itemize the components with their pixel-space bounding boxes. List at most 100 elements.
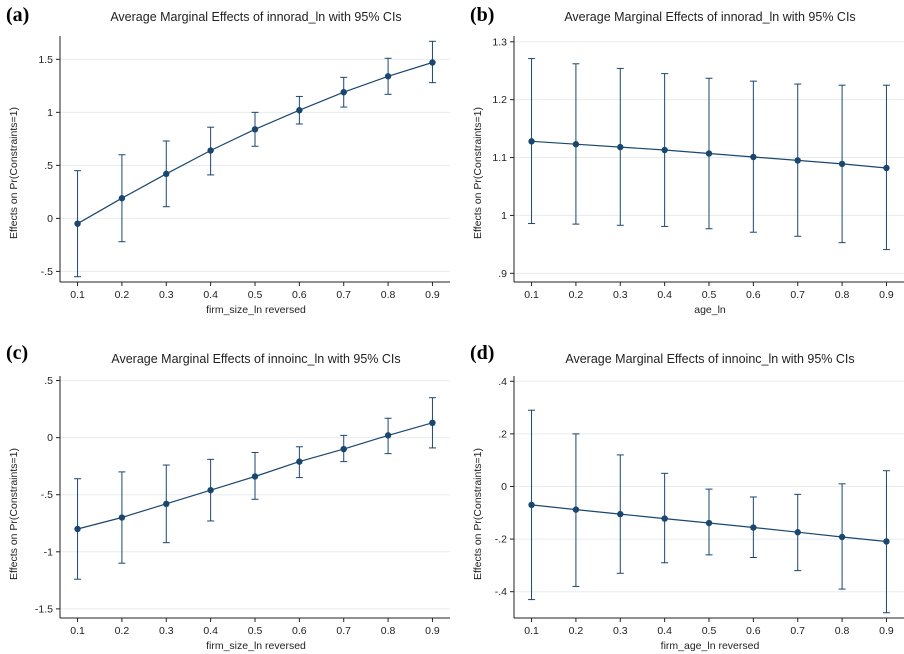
data-point [296, 458, 303, 465]
x-axis-title: firm_age_ln reversed [660, 640, 760, 652]
y-tick-label: -.4 [495, 586, 507, 598]
data-point [617, 510, 624, 518]
data-point [340, 445, 347, 453]
data-point [883, 164, 890, 172]
x-tick-label: 0.7 [336, 625, 351, 637]
x-tick-label: 0.2 [569, 289, 584, 301]
x-tick-label: 0.7 [790, 289, 805, 301]
data-point [705, 150, 713, 157]
x-tick-label: 0.8 [835, 625, 850, 637]
data-point [118, 195, 126, 202]
y-tick-label: 1 [501, 210, 507, 222]
panel-label: (d) [470, 342, 495, 364]
x-tick-label: 0.6 [746, 289, 761, 301]
panel-label: (a) [6, 4, 30, 26]
x-tick-label: 0.2 [115, 289, 130, 301]
data-point [528, 138, 535, 145]
data-point [838, 160, 846, 168]
panel-label: (b) [470, 4, 495, 26]
x-tick-label: 0.8 [381, 289, 396, 301]
x-axis-title: firm_size_ln reversed [206, 640, 306, 652]
y-tick-label: 1.3 [492, 36, 507, 48]
y-tick-label: .2 [498, 428, 507, 440]
data-point [74, 220, 81, 227]
data-point [429, 419, 436, 427]
y-tick-label: 0 [47, 432, 53, 444]
chart-title: Average Marginal Effects of innorad_ln w… [564, 10, 856, 24]
y-tick-label: 1.5 [38, 54, 53, 66]
data-point [794, 529, 801, 536]
x-tick-label: 0.3 [159, 625, 174, 637]
y-tick-label: 0 [47, 213, 53, 225]
x-tick-label: 0.1 [70, 625, 85, 637]
data-point [572, 506, 580, 513]
x-axis-title: firm_size_ln reversed [206, 304, 306, 316]
x-tick-label: 0.6 [746, 625, 761, 637]
chart-title: Average Marginal Effects of innorad_ln w… [110, 10, 402, 24]
y-tick-label: 1.1 [492, 152, 507, 164]
x-tick-label: 0.3 [613, 289, 628, 301]
y-tick-label: -.5 [41, 266, 53, 278]
y-tick-label: .5 [44, 160, 53, 172]
y-tick-label: -.5 [41, 489, 53, 501]
data-point [750, 524, 757, 531]
x-tick-label: 0.4 [657, 625, 672, 637]
panel-label: (c) [6, 342, 29, 364]
data-point [207, 147, 214, 154]
x-tick-label: 0.4 [657, 289, 672, 301]
x-tick-label: 0.9 [425, 289, 440, 301]
data-point [296, 107, 303, 114]
y-tick-label: .5 [44, 375, 53, 387]
x-tick-label: 0.6 [292, 625, 307, 637]
x-tick-label: 0.9 [879, 289, 894, 301]
y-tick-label: 0 [501, 481, 507, 493]
data-point [661, 515, 668, 522]
x-tick-label: 0.1 [524, 625, 539, 637]
x-tick-label: 0.5 [248, 289, 263, 301]
x-tick-label: 0.2 [569, 625, 584, 637]
x-tick-label: 0.5 [702, 625, 717, 637]
chart-title: Average Marginal Effects of innoinc_ln w… [111, 352, 401, 366]
data-point [207, 486, 214, 494]
data-point [794, 157, 801, 164]
data-point [163, 500, 170, 508]
data-point [883, 538, 890, 545]
x-tick-label: 0.5 [702, 289, 717, 301]
data-point [572, 141, 580, 148]
x-tick-label: 0.6 [292, 289, 307, 301]
y-tick-label: 1.2 [492, 94, 507, 106]
x-tick-label: 0.9 [879, 625, 894, 637]
data-point [251, 126, 259, 133]
x-tick-label: 0.5 [248, 625, 263, 637]
x-tick-label: 0.7 [336, 289, 351, 301]
y-tick-label: 1 [47, 107, 53, 119]
data-point [384, 73, 392, 80]
x-tick-label: 0.9 [425, 625, 440, 637]
chart-title: Average Marginal Effects of innoinc_ln w… [565, 352, 855, 366]
y-tick-label: .9 [498, 268, 507, 280]
x-tick-label: 0.3 [159, 289, 174, 301]
data-point [74, 525, 81, 533]
data-point [528, 501, 535, 509]
data-point [340, 88, 347, 96]
x-tick-label: 0.8 [381, 625, 396, 637]
data-point [661, 146, 668, 154]
x-axis-title: age_ln [694, 304, 726, 316]
data-point [705, 519, 713, 527]
data-point [384, 432, 392, 439]
y-tick-label: -.2 [495, 534, 507, 546]
data-point [163, 170, 170, 178]
x-tick-label: 0.1 [70, 289, 85, 301]
x-tick-label: 0.8 [835, 289, 850, 301]
x-tick-label: 0.3 [613, 625, 628, 637]
data-point [617, 143, 624, 151]
data-point [838, 533, 846, 541]
y-tick-label: -1.5 [35, 603, 53, 615]
x-tick-label: 0.7 [790, 625, 805, 637]
x-tick-label: 0.4 [203, 625, 218, 637]
x-tick-label: 0.4 [203, 289, 218, 301]
